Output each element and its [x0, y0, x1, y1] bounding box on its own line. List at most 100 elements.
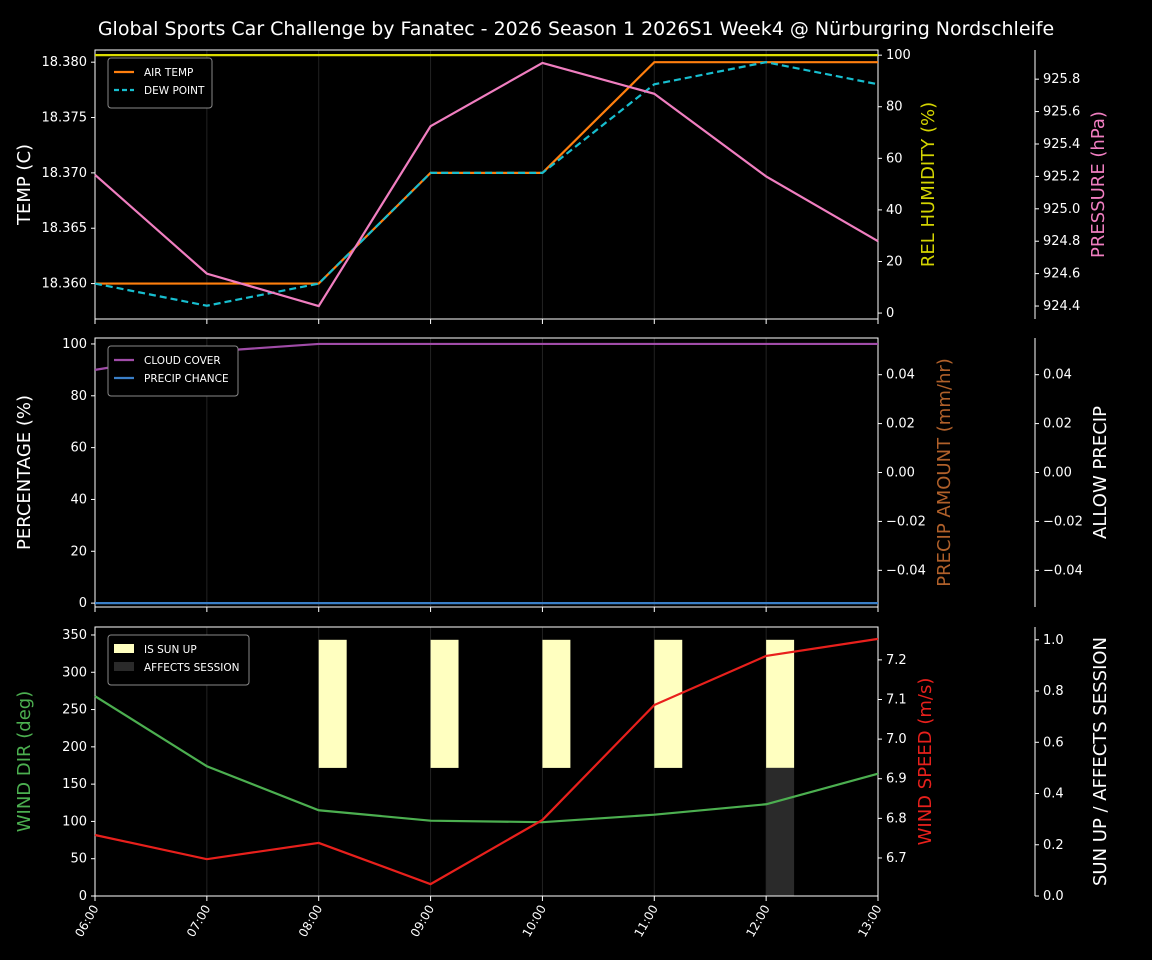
x-tick-label: 06:00 [72, 903, 101, 940]
chart-title: Global Sports Car Challenge by Fanatec -… [98, 18, 1054, 40]
legend-label: AFFECTS SESSION [144, 662, 240, 674]
panel-1: 18.360 18.365 18.370 18.375 18.380 TEMP (C) 0 2… [14, 48, 1109, 324]
right2-axis-label: ALLOW PRECIP [1090, 406, 1111, 539]
y-tick-label: 300 [62, 665, 87, 680]
right2-tick-label: 924.8 [1043, 234, 1080, 249]
y-tick-label: 60 [70, 441, 87, 456]
right1-axis-label: REL HUMIDITY (%) [918, 102, 939, 267]
right1-tick-label: −0.02 [886, 514, 926, 529]
y-axis-label: WIND DIR (deg) [14, 691, 35, 833]
panel-2: 0 20 40 60 80 100 PERCENTAGE (%) −0.04 −0.02 0.00… [14, 337, 1111, 612]
right1-tick-label: 6.9 [886, 772, 907, 787]
right2-tick-label: 925.6 [1043, 105, 1080, 120]
y-tick-label: 150 [62, 777, 87, 792]
y-axis-label: PERCENTAGE (%) [14, 395, 35, 550]
y-tick-label: 200 [62, 740, 87, 755]
legend-label: AIR TEMP [144, 67, 193, 79]
affects-session-bar [766, 767, 795, 896]
right2-tick-label: 0.4 [1043, 787, 1064, 802]
x-tick-label: 11:00 [631, 903, 660, 940]
y-axis-label: TEMP (C) [14, 144, 35, 226]
right2-tick-label: 925.2 [1043, 169, 1080, 184]
right1-tick-label: 6.7 [886, 851, 907, 866]
right2-tick-label: 925.8 [1043, 72, 1080, 87]
sun-up-bar [318, 639, 347, 768]
y-tick-label: 250 [62, 703, 87, 718]
legend-label: IS SUN UP [144, 644, 197, 656]
right1-axis-label: WIND SPEED (m/s) [915, 678, 936, 846]
right2-tick-label: 0.2 [1043, 838, 1064, 853]
right2-tick-label: 0.0 [1043, 889, 1064, 904]
right2-tick-label: 925.0 [1043, 202, 1080, 217]
legend-label: CLOUD COVER [144, 355, 221, 367]
right2-tick-label: 0.02 [1043, 417, 1072, 432]
right1-tick-label: 0.02 [886, 417, 915, 432]
y-tick-label: 18.380 [42, 55, 88, 70]
series-line-left [94, 695, 879, 824]
right2-tick-label: −0.02 [1043, 514, 1083, 529]
right1-tick-label: 7.0 [886, 732, 907, 747]
panel-3: 0 50 100 150 200 250 300 350 WIND DIR (deg) 6.7 6.… [14, 626, 1111, 940]
right1-tick-label: 7.1 [886, 692, 907, 707]
x-tick-label: 09:00 [408, 903, 437, 940]
right2-tick-label: 0.8 [1043, 684, 1064, 699]
y-tick-label: 100 [62, 814, 87, 829]
right1-tick-label: 7.2 [886, 653, 907, 668]
right1-tick-label: 100 [886, 48, 911, 63]
series-line-dew-point [94, 61, 879, 307]
legend: AIR TEMP DEW POINT [107, 57, 213, 109]
right1-tick-label: 0.04 [886, 368, 915, 383]
legend-swatch [114, 662, 134, 671]
y-tick-label: 0 [79, 889, 87, 904]
x-tick-label: 13:00 [855, 903, 884, 940]
right1-tick-label: 40 [886, 203, 903, 218]
legend: IS SUN UP AFFECTS SESSION [107, 634, 250, 686]
y-tick-label: 100 [62, 337, 87, 352]
x-tick-label: 10:00 [520, 903, 549, 940]
sun-up-bar [766, 639, 795, 768]
legend: CLOUD COVER PRECIP CHANCE [107, 345, 239, 397]
right1-tick-label: 20 [886, 254, 903, 269]
legend-box [107, 345, 239, 397]
legend-box [107, 57, 213, 109]
right1-tick-label: 0.00 [886, 466, 915, 481]
sun-up-bar [430, 639, 459, 768]
x-tick-label: 07:00 [184, 903, 213, 940]
y-tick-label: 50 [70, 852, 87, 867]
y-tick-label: 80 [70, 389, 87, 404]
right2-axis-label: SUN UP / AFFECTS SESSION [1090, 637, 1111, 886]
legend-swatch [114, 644, 134, 653]
right2-tick-label: 924.4 [1043, 299, 1080, 314]
right1-tick-label: 0 [886, 306, 894, 321]
right1-tick-label: 60 [886, 151, 903, 166]
right1-axis-label: PRECIP AMOUNT (mm/hr) [934, 358, 955, 587]
right2-tick-label: 0.00 [1043, 466, 1072, 481]
y-tick-label: 20 [70, 544, 87, 559]
right1-tick-label: −0.04 [886, 563, 926, 578]
right2-axis-label: PRESSURE (hPa) [1088, 111, 1109, 258]
x-tick-label: 08:00 [296, 903, 325, 940]
right1-tick-label: 80 [886, 100, 903, 115]
y-tick-label: 18.370 [42, 166, 88, 181]
right1-tick-label: 6.8 [886, 811, 907, 826]
plot-frame [94, 49, 879, 320]
y-tick-label: 350 [62, 628, 87, 643]
series-line-right2 [94, 61, 879, 308]
sun-up-bar [542, 639, 571, 768]
legend-box [107, 634, 250, 686]
right2-tick-label: 924.6 [1043, 267, 1080, 282]
y-tick-label: 18.365 [42, 221, 88, 236]
y-tick-label: 40 [70, 492, 87, 507]
right2-tick-label: −0.04 [1043, 563, 1083, 578]
y-tick-label: 18.360 [42, 277, 88, 292]
y-tick-label: 0 [79, 596, 87, 611]
legend-label: DEW POINT [144, 85, 205, 97]
y-tick-label: 18.375 [42, 111, 88, 126]
series-line-right1 [94, 637, 879, 886]
right2-tick-label: 1.0 [1043, 633, 1064, 648]
x-tick-label: 12:00 [743, 903, 772, 940]
right2-tick-label: 0.04 [1043, 368, 1072, 383]
right2-tick-label: 0.6 [1043, 735, 1064, 750]
legend-label: PRECIP CHANCE [144, 373, 229, 385]
